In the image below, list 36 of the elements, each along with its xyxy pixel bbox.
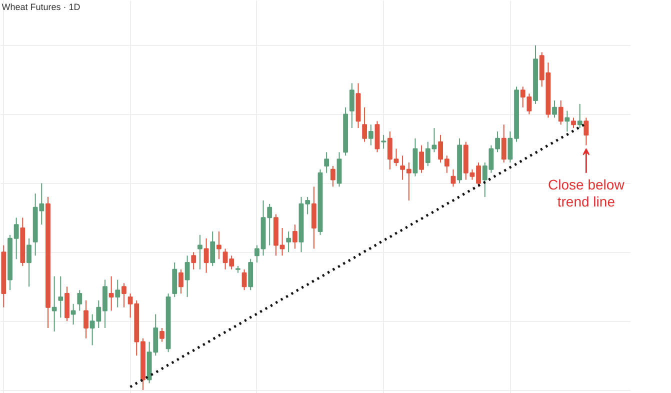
candlestick xyxy=(362,106,368,142)
candlestick xyxy=(571,117,576,129)
candlestick xyxy=(368,124,374,146)
candlestick xyxy=(115,279,120,308)
candlestick xyxy=(349,82,354,129)
candlestick xyxy=(77,290,82,312)
candlestick xyxy=(204,238,209,274)
annotation: Close below trend line xyxy=(548,176,626,210)
candlestick xyxy=(58,276,64,318)
candlestick xyxy=(419,144,424,174)
candlestick xyxy=(324,152,330,174)
candlestick xyxy=(70,303,76,326)
candlestick xyxy=(286,230,292,253)
candlestick xyxy=(242,268,247,291)
candlestick xyxy=(292,224,298,250)
candlestick xyxy=(52,276,57,332)
candlestick xyxy=(564,110,570,132)
candlestick xyxy=(197,234,202,270)
candlestick xyxy=(26,238,32,288)
candlestick xyxy=(108,276,114,312)
candlestick xyxy=(216,230,222,260)
candlestick xyxy=(330,165,336,188)
candlestick xyxy=(84,300,88,339)
candlestick xyxy=(584,117,589,146)
candlestick xyxy=(381,134,386,150)
candlestick xyxy=(558,100,564,126)
candlestick xyxy=(184,255,190,298)
candlestick xyxy=(552,100,557,118)
candlestick xyxy=(191,252,196,270)
candlestick xyxy=(122,282,126,308)
candlestick xyxy=(159,328,164,342)
chart-title: Wheat Futures · 1D xyxy=(2,2,81,12)
candlestick xyxy=(501,124,506,164)
candlestick xyxy=(210,230,216,266)
candlestick xyxy=(178,268,184,294)
candlestick xyxy=(577,103,582,129)
